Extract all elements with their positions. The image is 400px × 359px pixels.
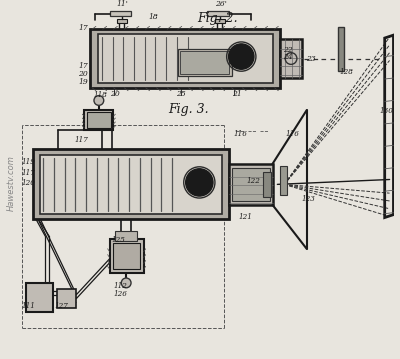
- Text: 130: 130: [380, 107, 394, 115]
- Text: 122: 122: [246, 177, 260, 185]
- Text: 117: 117: [74, 136, 88, 144]
- Bar: [338, 27, 344, 71]
- Bar: [87, 112, 110, 128]
- Bar: [229, 164, 272, 205]
- Text: 21: 21: [232, 89, 241, 98]
- Text: 123: 123: [302, 195, 316, 203]
- Text: 119: 119: [22, 158, 36, 166]
- Text: 117: 117: [22, 169, 36, 177]
- Text: 18: 18: [149, 13, 158, 22]
- Bar: [114, 243, 140, 269]
- Text: 26': 26': [215, 0, 227, 8]
- Bar: [90, 29, 280, 88]
- Text: 128: 128: [340, 68, 354, 76]
- Text: 20: 20: [110, 89, 119, 98]
- Text: 111: 111: [22, 302, 36, 310]
- Text: 17: 17: [78, 62, 88, 70]
- Bar: [110, 239, 144, 273]
- Text: 121: 121: [238, 214, 252, 222]
- Text: 17: 17: [78, 24, 88, 32]
- Circle shape: [94, 95, 104, 105]
- Bar: [180, 51, 229, 74]
- Bar: [34, 149, 229, 219]
- Bar: [280, 39, 302, 78]
- Bar: [57, 289, 76, 308]
- Circle shape: [121, 278, 131, 288]
- Bar: [207, 11, 229, 15]
- Text: 118: 118: [94, 90, 108, 98]
- Bar: [110, 11, 131, 15]
- Bar: [263, 172, 270, 197]
- Text: 120: 120: [22, 179, 36, 187]
- Bar: [178, 49, 232, 76]
- Text: 125: 125: [112, 236, 126, 244]
- Text: Fig. 3.: Fig. 3.: [168, 103, 209, 116]
- Text: 11': 11': [116, 0, 128, 8]
- Text: 112: 112: [114, 282, 127, 290]
- Text: 24: 24: [283, 53, 293, 61]
- Text: 22: 22: [283, 46, 293, 53]
- Bar: [116, 231, 137, 241]
- Circle shape: [229, 44, 254, 69]
- Text: 127: 127: [55, 302, 69, 310]
- Bar: [40, 155, 222, 214]
- Bar: [232, 168, 270, 201]
- Text: 19: 19: [78, 78, 88, 86]
- Text: 25: 25: [176, 89, 186, 98]
- Text: 116: 116: [285, 130, 299, 137]
- Text: 116: 116: [234, 130, 247, 137]
- Bar: [215, 19, 225, 23]
- Text: 23: 23: [306, 55, 316, 64]
- Text: 126: 126: [114, 290, 127, 298]
- Text: Fig. 2.: Fig. 2.: [197, 13, 238, 25]
- Bar: [117, 19, 127, 23]
- Bar: [280, 166, 287, 195]
- Bar: [84, 110, 114, 130]
- Bar: [26, 283, 53, 312]
- Bar: [98, 34, 272, 83]
- Circle shape: [186, 169, 213, 196]
- Text: Hawestv.com: Hawestv.com: [6, 155, 16, 211]
- Text: 20: 20: [78, 70, 88, 78]
